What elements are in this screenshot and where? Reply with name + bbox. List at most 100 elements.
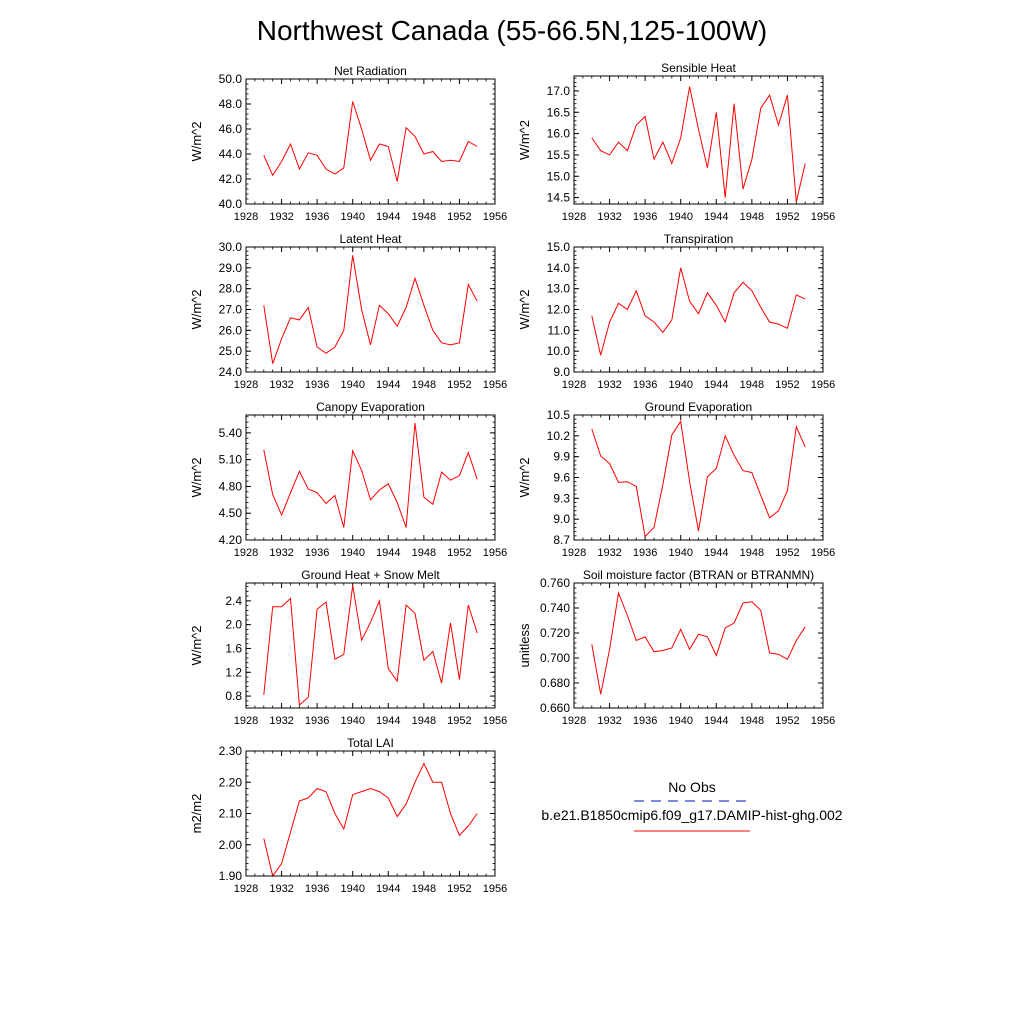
chart-panel-9: Total LAI m2/m2 1928 1932 1936 1940 1944 1948 19… xyxy=(189,736,507,895)
y-tick-label: 0.700 xyxy=(540,651,570,665)
series-line xyxy=(263,585,478,707)
x-tick-label: 1932 xyxy=(269,379,293,391)
panel-title: Ground Heat + Snow Melt xyxy=(301,568,440,582)
x-tick-label: 1928 xyxy=(234,883,258,895)
y-tick-label: 16.5 xyxy=(547,105,571,119)
y-axis-label: W/m^2 xyxy=(517,457,532,497)
y-tick-label: 2.0 xyxy=(225,618,242,632)
legend: No Obs b.e21.B1850cmip6.f09_g17.DAMIP-hi… xyxy=(541,779,843,832)
y-tick-label: 50.0 xyxy=(219,72,243,86)
series-line xyxy=(591,591,806,695)
plot-frame xyxy=(573,75,824,205)
plot-frame xyxy=(245,414,496,541)
y-tick-label: 15.0 xyxy=(547,169,571,183)
y-tick-label: 42.0 xyxy=(219,172,243,186)
y-tick-label: 9.6 xyxy=(553,471,570,485)
panel-title: Latent Heat xyxy=(339,232,402,246)
series-line xyxy=(263,101,478,182)
y-tick-label: 4.80 xyxy=(219,479,243,493)
x-tick-label: 1956 xyxy=(811,211,835,223)
y-axis-label: W/m^2 xyxy=(517,120,532,160)
chart-panel-3: Latent Heat W/m^2 1928 1932 1936 1940 1944 1948… xyxy=(189,232,507,391)
figure-title: Northwest Canada (55-66.5N,125-100W) xyxy=(257,15,767,46)
y-tick-label: 4.20 xyxy=(219,533,243,547)
y-tick-label: 14.0 xyxy=(547,261,571,275)
y-axis-label: unitless xyxy=(517,623,532,668)
y-axis-label: W/m^2 xyxy=(189,289,204,329)
series-line xyxy=(263,422,478,528)
y-tick-label: 9.0 xyxy=(553,512,570,526)
x-tick-label: 1928 xyxy=(234,379,258,391)
y-tick-label: 14.5 xyxy=(547,191,571,205)
y-tick-label: 46.0 xyxy=(219,122,243,136)
x-tick-label: 1952 xyxy=(447,715,471,727)
panel-title: Sensible Heat xyxy=(661,61,736,75)
x-tick-label: 1936 xyxy=(633,211,657,223)
y-tick-label: 40.0 xyxy=(219,197,243,211)
y-tick-label: 28.0 xyxy=(219,282,243,296)
y-tick-label: 10.5 xyxy=(547,408,571,422)
chart-panel-5: Canopy Evaporation W/m^2 1928 1932 1936 1940 1… xyxy=(189,400,507,559)
x-tick-label: 1948 xyxy=(412,379,436,391)
series-line xyxy=(591,267,806,356)
y-tick-label: 1.2 xyxy=(225,665,242,679)
x-tick-label: 1944 xyxy=(376,211,400,223)
x-tick-label: 1948 xyxy=(412,715,436,727)
y-tick-label: 2.10 xyxy=(219,807,243,821)
x-tick-label: 1944 xyxy=(704,715,728,727)
x-tick-label: 1940 xyxy=(668,715,692,727)
x-tick-label: 1936 xyxy=(305,547,329,559)
x-tick-label: 1956 xyxy=(811,379,835,391)
x-tick-label: 1928 xyxy=(234,715,258,727)
x-tick-label: 1944 xyxy=(704,211,728,223)
x-tick-label: 1944 xyxy=(376,379,400,391)
x-tick-label: 1932 xyxy=(597,547,621,559)
y-tick-label: 9.9 xyxy=(553,450,570,464)
x-tick-label: 1940 xyxy=(340,715,364,727)
x-tick-label: 1952 xyxy=(447,211,471,223)
y-tick-label: 2.00 xyxy=(219,838,243,852)
y-axis-label: m2/m2 xyxy=(189,794,204,834)
y-axis-label: W/m^2 xyxy=(189,121,204,161)
x-tick-label: 1956 xyxy=(483,715,507,727)
y-tick-label: 16.0 xyxy=(547,127,571,141)
x-tick-label: 1952 xyxy=(447,883,471,895)
panel-title: Transpiration xyxy=(664,232,734,246)
plot-frame xyxy=(245,78,496,205)
chart-panel-6: Ground Evaporation W/m^2 1928 1932 1936 1940 1… xyxy=(517,400,835,559)
y-tick-label: 2.30 xyxy=(219,744,243,758)
x-tick-label: 1936 xyxy=(633,715,657,727)
x-tick-label: 1932 xyxy=(269,211,293,223)
chart-panel-7: Ground Heat + Snow Melt W/m^2 1928 1932 1936… xyxy=(189,568,507,727)
series-line xyxy=(591,419,806,538)
x-tick-label: 1952 xyxy=(447,379,471,391)
x-tick-label: 1948 xyxy=(412,211,436,223)
y-tick-label: 0.8 xyxy=(225,689,242,703)
x-tick-label: 1956 xyxy=(483,211,507,223)
panels: Net Radiation W/m^2 1928 1932 1936 1940 1944 19… xyxy=(189,61,835,895)
x-tick-label: 1936 xyxy=(633,379,657,391)
x-tick-label: 1932 xyxy=(597,211,621,223)
x-tick-label: 1936 xyxy=(305,379,329,391)
y-tick-label: 13.0 xyxy=(547,282,571,296)
y-tick-label: 17.0 xyxy=(547,84,571,98)
y-tick-label: 1.90 xyxy=(219,869,243,883)
x-tick-label: 1932 xyxy=(269,547,293,559)
x-tick-label: 1956 xyxy=(811,547,835,559)
x-tick-label: 1948 xyxy=(412,547,436,559)
x-tick-label: 1940 xyxy=(668,547,692,559)
plot-frame xyxy=(573,582,824,709)
x-tick-label: 1932 xyxy=(597,379,621,391)
y-tick-label: 15.0 xyxy=(547,240,571,254)
x-tick-label: 1944 xyxy=(704,379,728,391)
x-tick-label: 1940 xyxy=(340,379,364,391)
panel-title: Ground Evaporation xyxy=(645,400,752,414)
x-tick-label: 1932 xyxy=(269,883,293,895)
chart-panel-2: Sensible Heat W/m^2 1928 1932 1936 1940 1944 19… xyxy=(517,61,835,223)
x-tick-label: 1928 xyxy=(234,211,258,223)
y-tick-label: 4.50 xyxy=(219,506,243,520)
x-tick-label: 1948 xyxy=(740,715,764,727)
series-line xyxy=(263,255,478,364)
y-tick-label: 30.0 xyxy=(219,240,243,254)
